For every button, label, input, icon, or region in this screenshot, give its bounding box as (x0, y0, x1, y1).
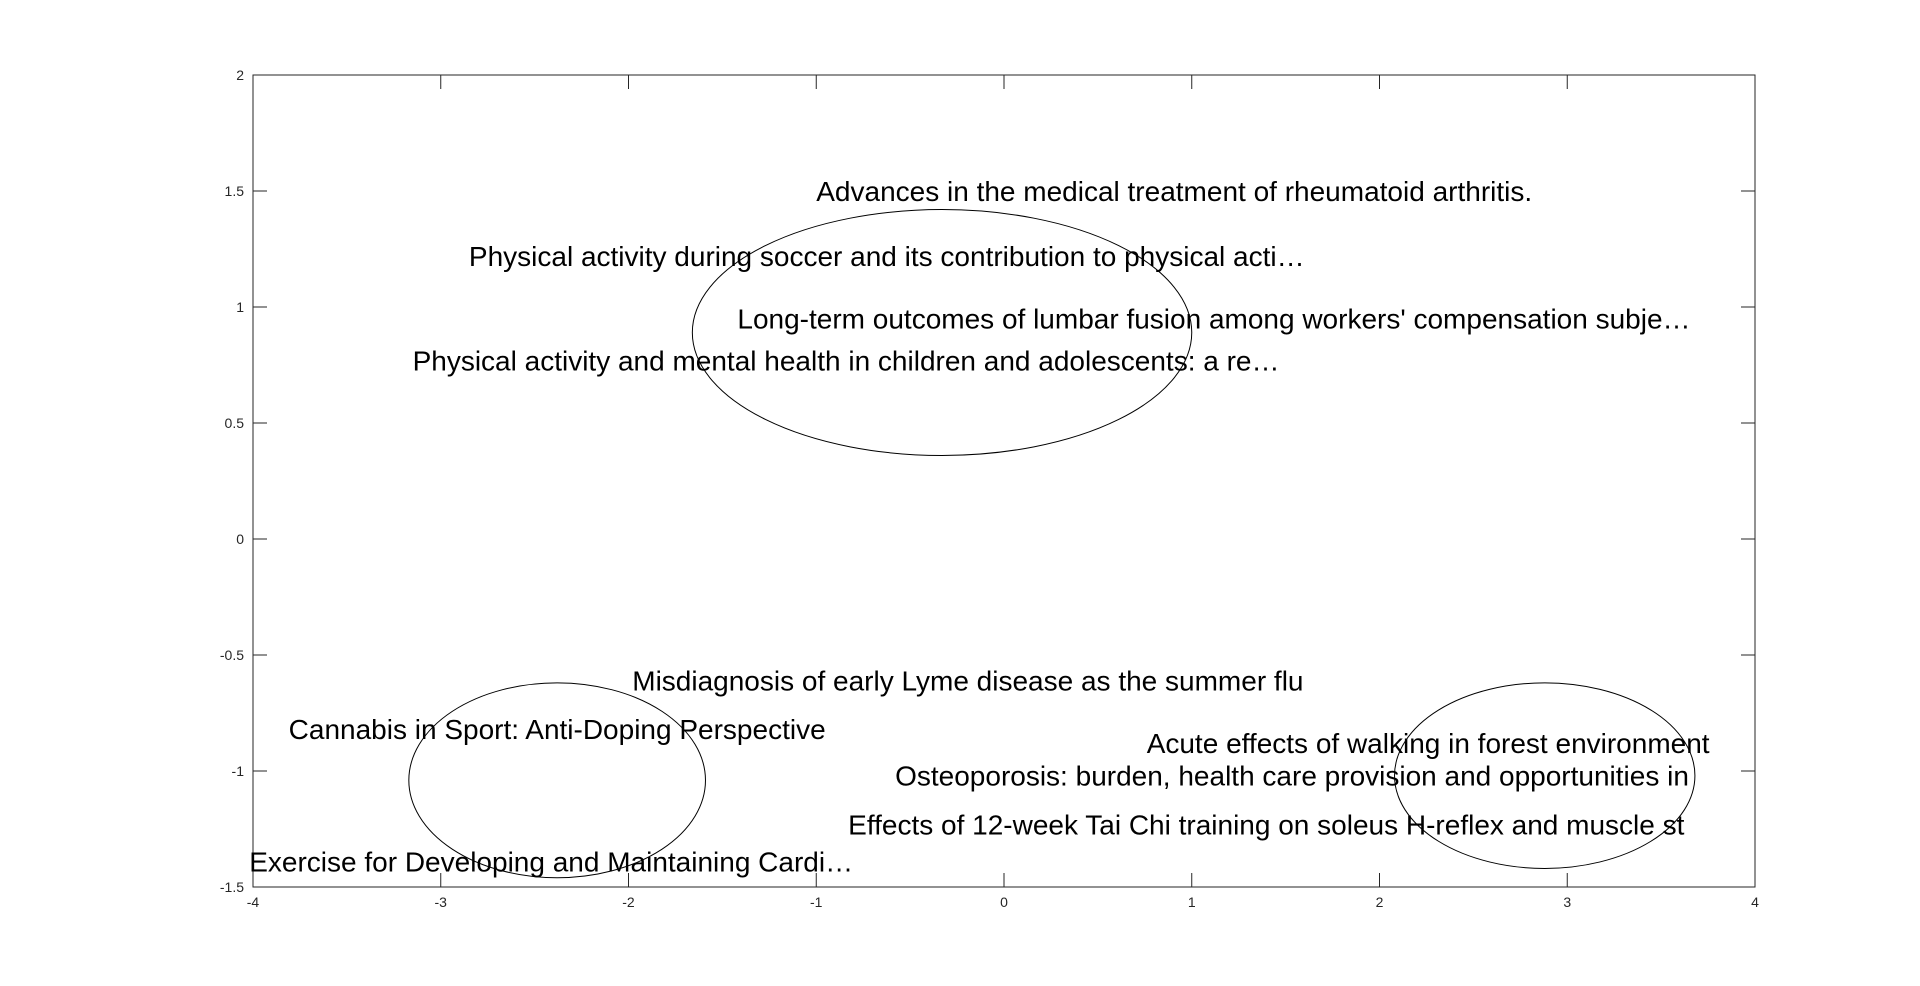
x-tick-label: -1 (810, 894, 823, 910)
document-label: Cannabis in Sport: Anti-Doping Perspecti… (289, 714, 826, 745)
axis-ticks: -4 -3 -2 -1 0 1 2 3 4 -1.5 -1 -0.5 0 0.5 1 1.5 2 (220, 67, 1759, 910)
y-tick-label: 0 (236, 531, 244, 547)
document-label: Misdiagnosis of early Lyme disease as th… (632, 666, 1303, 697)
document-label: Long-term outcomes of lumbar fusion amon… (737, 304, 1690, 335)
document-label: Exercise for Developing and Maintaining … (249, 846, 853, 877)
document-label: Osteoporosis: burden, health care provis… (895, 761, 1689, 792)
cluster-ellipse-3 (1394, 682, 1696, 869)
x-tick-label: -4 (247, 894, 260, 910)
document-label: Effects of 12-week Tai Chi training on s… (848, 809, 1684, 840)
y-tick-label: -1 (232, 763, 245, 779)
x-tick-label: 4 (1751, 894, 1759, 910)
document-label: Physical activity and mental health in c… (413, 345, 1280, 376)
cluster-ellipse-2 (408, 682, 706, 879)
y-tick-label: -0.5 (220, 647, 244, 663)
y-tick-label: 1 (236, 299, 244, 315)
x-tick-label: 0 (1000, 894, 1008, 910)
document-label: Physical activity during soccer and its … (469, 241, 1305, 272)
y-tick-label: 2 (236, 67, 244, 83)
x-tick-label: 2 (1376, 894, 1384, 910)
cluster-ellipses (408, 209, 1696, 879)
y-tick-label: 1.5 (225, 183, 245, 199)
y-tick-label: 0.5 (225, 415, 245, 431)
document-label: Acute effects of walking in forest envir… (1147, 728, 1710, 759)
cluster-ellipse-1 (691, 209, 1193, 456)
x-tick-label: 1 (1188, 894, 1196, 910)
document-labels: Advances in the medical treatment of rhe… (249, 176, 1710, 877)
x-tick-label: -3 (435, 894, 448, 910)
y-tick-label: -1.5 (220, 879, 244, 895)
x-tick-label: 3 (1563, 894, 1571, 910)
x-tick-label: -2 (622, 894, 635, 910)
document-label: Advances in the medical treatment of rhe… (816, 176, 1532, 207)
